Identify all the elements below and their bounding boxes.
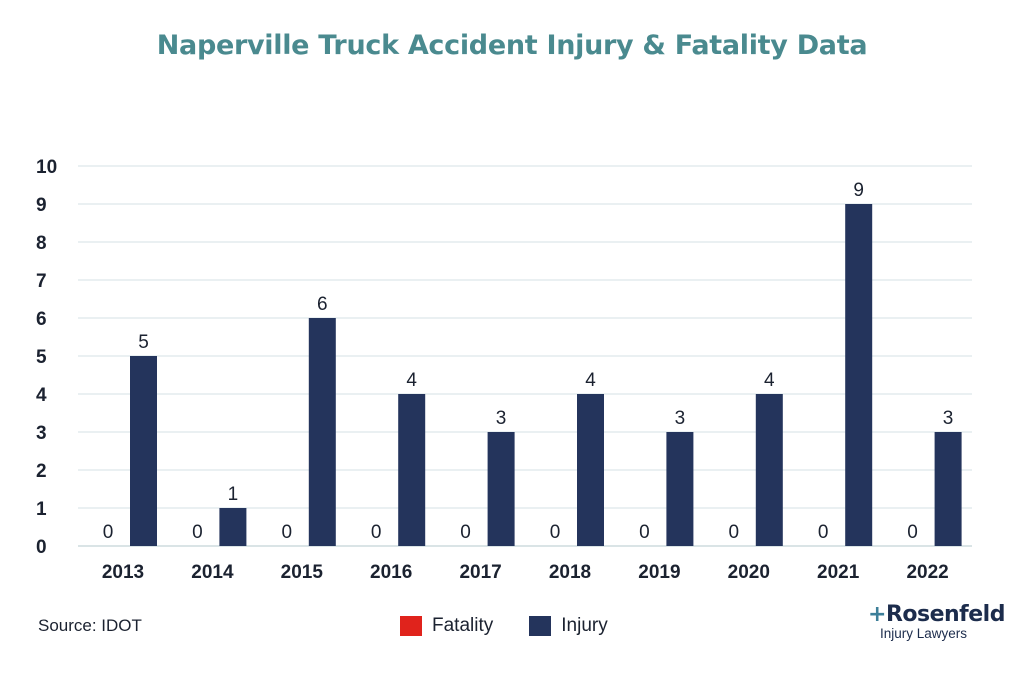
bar-injury [130, 356, 157, 546]
data-label-fatality: 0 [282, 522, 293, 543]
legend-label-fatality: Fatality [432, 615, 494, 636]
data-label-fatality: 0 [371, 522, 382, 543]
x-tick-label: 2022 [906, 562, 948, 583]
logo-plus-mark: + [868, 602, 886, 627]
data-label-injury: 3 [496, 408, 507, 429]
bar-injury [755, 394, 783, 546]
bar-injury [577, 394, 604, 546]
data-label-injury: 1 [228, 484, 239, 505]
x-tick-label: 2015 [281, 562, 324, 583]
data-label-fatality: 0 [550, 522, 561, 543]
data-label-fatality: 0 [639, 522, 650, 543]
bar-injury [308, 318, 336, 546]
x-tick-label: 2016 [370, 562, 412, 583]
legend-label-injury: Injury [561, 615, 608, 636]
x-tick-label: 2019 [638, 562, 680, 583]
data-label-fatality: 0 [729, 522, 740, 543]
bar-injury [398, 394, 426, 546]
x-tick-label: 2017 [459, 562, 501, 583]
data-label-fatality: 0 [907, 522, 918, 543]
legend-swatch-injury [529, 616, 552, 636]
bar-injury [666, 432, 694, 546]
data-label-fatality: 0 [460, 522, 471, 543]
data-label-injury: 6 [317, 294, 328, 315]
y-tick-label: 7 [36, 271, 47, 292]
y-tick-label: 2 [36, 461, 47, 482]
y-tick-label: 6 [36, 309, 47, 330]
legend-item-injury: Injury [529, 615, 608, 637]
chart-title: Naperville Truck Accident Injury & Fatal… [156, 30, 868, 61]
bar-chart: 0 1 2 3 4 5 6 7 8 9 10 0 5 2013 0 1 2014 0 6 2015 0 4 2016 0 3 20… [36, 157, 972, 583]
y-tick-label: 10 [36, 157, 57, 178]
legend-swatch-fatality [400, 616, 422, 636]
data-label-injury: 3 [943, 408, 954, 429]
y-tick-label: 4 [36, 385, 47, 406]
data-label-injury: 4 [764, 370, 775, 391]
data-label-injury: 9 [853, 180, 864, 201]
logo-subtitle: Injury Lawyers [880, 626, 968, 641]
data-label-injury: 5 [138, 332, 149, 353]
bar-injury [934, 432, 962, 546]
x-tick-label: 2021 [817, 562, 860, 583]
y-tick-label: 1 [36, 499, 47, 520]
x-tick-label: 2020 [728, 562, 770, 583]
data-label-injury: 3 [675, 408, 686, 429]
data-label-fatality: 0 [192, 522, 203, 543]
x-tick-label: 2013 [102, 562, 144, 583]
x-tick-label: 2018 [549, 562, 591, 583]
legend-item-fatality: Fatality [400, 615, 493, 637]
chart-legend: Fatality Injury [400, 615, 644, 637]
logo-wordmark: +Rosenfeld [868, 602, 1005, 627]
data-label-injury: 4 [406, 370, 417, 391]
y-tick-label: 9 [36, 195, 47, 216]
source-note: Source: IDOT [38, 616, 142, 635]
data-label-fatality: 0 [818, 522, 829, 543]
data-label-fatality: 0 [103, 522, 114, 543]
company-logo: +Rosenfeld Injury Lawyers [868, 602, 1005, 642]
bar-injury [487, 432, 515, 546]
bar-injury [845, 204, 873, 546]
y-tick-label: 8 [36, 233, 47, 254]
bar-injury [219, 508, 247, 546]
y-tick-label: 5 [36, 347, 47, 368]
y-tick-label: 0 [36, 537, 47, 558]
x-tick-label: 2014 [191, 562, 234, 583]
logo-name: Rosenfeld [885, 602, 1006, 627]
data-label-injury: 4 [585, 370, 596, 391]
y-tick-label: 3 [36, 423, 47, 444]
